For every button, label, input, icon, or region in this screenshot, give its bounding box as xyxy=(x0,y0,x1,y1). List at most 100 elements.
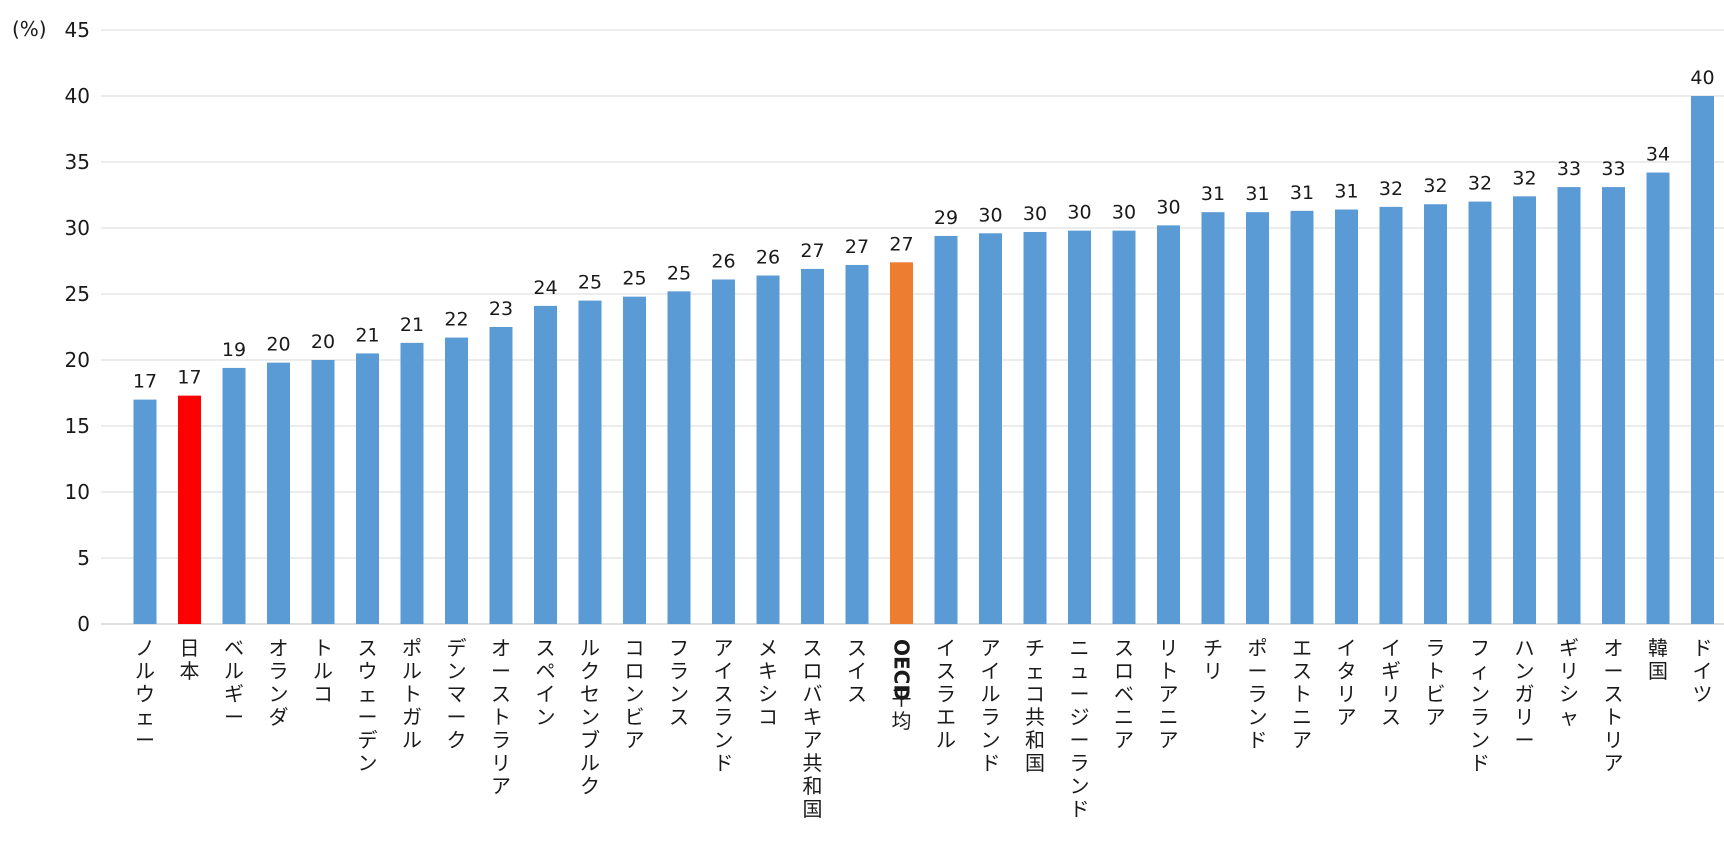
y-tick-label: 5 xyxy=(77,546,90,570)
svg-text:ジ: ジ xyxy=(1070,705,1090,729)
svg-text:ダ: ダ xyxy=(269,705,289,729)
svg-text:ー: ー xyxy=(135,728,155,752)
svg-text:ー: ー xyxy=(447,705,467,729)
bar xyxy=(801,268,824,624)
svg-text:本: 本 xyxy=(180,659,200,683)
bar xyxy=(1468,201,1492,624)
svg-text:リ: リ xyxy=(1515,705,1535,729)
svg-text:ン: ン xyxy=(1470,728,1490,752)
data-label: 40 xyxy=(1690,67,1714,89)
data-label: 30 xyxy=(1067,202,1091,224)
y-tick-label: 35 xyxy=(65,150,90,174)
svg-text:ア: ア xyxy=(981,636,1001,660)
bar xyxy=(267,362,290,624)
svg-text:ア: ア xyxy=(1114,728,1134,752)
category-label: トルコ xyxy=(313,636,333,706)
svg-text:和: 和 xyxy=(1025,728,1045,752)
data-label: 25 xyxy=(578,272,602,294)
svg-text:デ: デ xyxy=(447,636,467,660)
svg-text:ク: ク xyxy=(580,774,600,798)
bar xyxy=(1335,209,1358,624)
svg-text:ト: ト xyxy=(1426,659,1446,683)
svg-text:ニ: ニ xyxy=(1070,636,1090,660)
svg-text:イ: イ xyxy=(714,659,734,683)
svg-text:リ: リ xyxy=(1159,636,1179,660)
data-label: 24 xyxy=(533,277,557,299)
data-label: 34 xyxy=(1646,144,1670,166)
svg-text:ェ: ェ xyxy=(1025,659,1045,683)
svg-text:ン: ン xyxy=(1470,682,1490,706)
svg-text:ン: ン xyxy=(358,751,378,775)
svg-text:リ: リ xyxy=(1203,659,1223,683)
svg-text:ア: ア xyxy=(491,774,511,798)
svg-text:ス: ス xyxy=(1604,682,1624,706)
svg-text:チ: チ xyxy=(1025,636,1045,660)
svg-text:ト: ト xyxy=(491,705,511,729)
svg-text:ド: ド xyxy=(1248,728,1268,752)
svg-text:ス: ス xyxy=(803,636,823,660)
svg-text:ベ: ベ xyxy=(224,636,244,660)
svg-text:ャ: ャ xyxy=(1559,705,1579,729)
svg-text:イ: イ xyxy=(981,659,1001,683)
data-labels: 17 17 19 20 20 21 21 22 23 24 25 25 25 26 26 27 27 27 29 30… xyxy=(133,67,1715,393)
bar xyxy=(1157,225,1180,625)
svg-text:ラ: ラ xyxy=(1470,705,1490,729)
category-label: 韓国 xyxy=(1648,636,1668,683)
svg-text:ー: ー xyxy=(224,705,244,729)
bar xyxy=(178,395,201,624)
svg-text:ド: ド xyxy=(714,751,734,775)
svg-text:ス: ス xyxy=(847,682,867,706)
svg-text:ア: ア xyxy=(803,728,823,752)
svg-text:ト: ト xyxy=(313,636,333,660)
svg-text:ロ: ロ xyxy=(625,659,645,683)
svg-text:ラ: ラ xyxy=(669,659,689,683)
category-label: ドイツ xyxy=(1693,636,1713,706)
svg-text:オ: オ xyxy=(491,636,511,660)
svg-text:ル: ル xyxy=(936,728,956,752)
svg-text:イ: イ xyxy=(847,659,867,683)
svg-text:ド: ド xyxy=(1070,797,1090,821)
data-label: 31 xyxy=(1201,183,1225,205)
bar xyxy=(1112,230,1136,624)
svg-text:ル: ル xyxy=(402,728,422,752)
data-label: 26 xyxy=(756,247,780,269)
svg-text:ド: ド xyxy=(981,751,1001,775)
y-unit-label: (%) xyxy=(12,17,47,41)
bar xyxy=(356,353,379,624)
data-label: 27 xyxy=(889,233,913,255)
svg-text:リ: リ xyxy=(1337,682,1357,706)
svg-text:ギ: ギ xyxy=(224,682,244,706)
data-label: 29 xyxy=(934,207,958,229)
svg-text:ス: ス xyxy=(1381,705,1401,729)
svg-text:フ: フ xyxy=(669,636,689,660)
svg-text:イ: イ xyxy=(1337,636,1357,660)
svg-text:シ: シ xyxy=(758,682,778,706)
svg-text:ン: ン xyxy=(536,705,556,729)
svg-text:ス: ス xyxy=(358,636,378,660)
svg-text:キ: キ xyxy=(803,705,823,729)
svg-text:ア: ア xyxy=(714,636,734,660)
svg-text:エ: エ xyxy=(1292,636,1312,660)
data-label: 27 xyxy=(800,240,824,262)
data-label: 31 xyxy=(1334,181,1358,203)
svg-text:ス: ス xyxy=(1114,636,1134,660)
svg-text:ル: ル xyxy=(313,659,333,683)
bar xyxy=(534,305,557,624)
svg-text:ン: ン xyxy=(669,682,689,706)
svg-text:ュ: ュ xyxy=(1070,659,1090,683)
svg-text:ィ: ィ xyxy=(1470,659,1490,683)
svg-text:コ: コ xyxy=(313,682,333,706)
bar xyxy=(400,342,424,624)
data-label: 31 xyxy=(1290,182,1314,204)
